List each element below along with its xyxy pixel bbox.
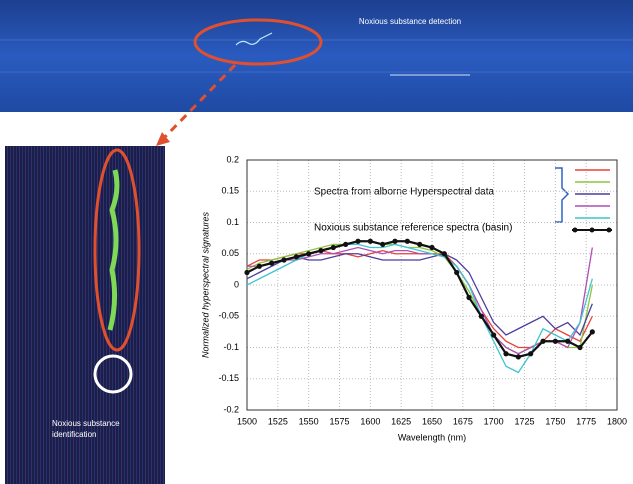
legend-label: Spectra from alborne Hyperspectral data xyxy=(314,187,495,198)
y-tick-label: -0.15 xyxy=(218,373,239,383)
reference-marker xyxy=(331,245,336,250)
identification-label: Noxious substance identification xyxy=(52,418,152,440)
reference-marker xyxy=(516,354,521,359)
y-tick-label: 0 xyxy=(234,279,239,289)
reference-marker xyxy=(442,251,447,256)
x-tick-label: 1800 xyxy=(607,416,627,426)
x-tick-label: 1600 xyxy=(360,416,380,426)
x-tick-label: 1625 xyxy=(391,416,411,426)
reference-marker xyxy=(491,332,496,337)
reference-marker xyxy=(466,295,471,300)
y-tick-label: -0.2 xyxy=(223,404,239,414)
reference-marker xyxy=(417,242,422,247)
y-tick-label: 0.15 xyxy=(221,186,239,196)
x-tick-label: 1675 xyxy=(453,416,473,426)
legend-label: Noxious substance reference spectra (bas… xyxy=(314,223,512,234)
reference-marker xyxy=(368,239,373,244)
y-tick-label: -0.05 xyxy=(218,311,239,321)
legend-marker xyxy=(590,228,595,233)
figure: Noxious substance detection Wavelength (… xyxy=(0,0,633,484)
x-tick-label: 1775 xyxy=(576,416,596,426)
reference-marker xyxy=(392,239,397,244)
y-axis-label: Normalized hyperspectral signatures xyxy=(200,211,210,358)
reference-marker xyxy=(269,261,274,266)
reference-marker xyxy=(405,239,410,244)
legend-marker xyxy=(607,228,612,233)
reference-marker xyxy=(540,339,545,344)
y-tick-label: 0.1 xyxy=(226,217,239,227)
reference-marker xyxy=(503,351,508,356)
reference-marker xyxy=(294,254,299,259)
y-tick-label: -0.1 xyxy=(223,342,239,352)
reference-marker xyxy=(380,242,385,247)
detection-label: Noxious substance detection xyxy=(359,17,461,26)
x-tick-label: 1550 xyxy=(299,416,319,426)
reference-marker xyxy=(355,239,360,244)
series-line xyxy=(247,248,592,354)
x-tick-label: 1700 xyxy=(484,416,504,426)
reference-marker xyxy=(565,339,570,344)
reference-marker xyxy=(318,248,323,253)
arrow-head xyxy=(156,132,170,146)
x-tick-label: 1525 xyxy=(268,416,288,426)
series-line xyxy=(247,254,592,335)
reference-marker xyxy=(429,245,434,250)
reference-marker xyxy=(343,242,348,247)
x-tick-label: 1575 xyxy=(329,416,349,426)
x-axis-label: Wavelength (nm) xyxy=(398,432,466,442)
x-tick-label: 1650 xyxy=(422,416,442,426)
reference-marker xyxy=(528,351,533,356)
chart: Noxious substance detection Wavelength (… xyxy=(0,0,633,484)
y-tick-label: 0.05 xyxy=(221,248,239,258)
series-line xyxy=(247,244,592,372)
x-tick-label: 1725 xyxy=(514,416,534,426)
x-tick-label: 1500 xyxy=(237,416,257,426)
reference-marker xyxy=(244,270,249,275)
reference-marker xyxy=(577,345,582,350)
legend-marker xyxy=(573,228,578,233)
legend-bracket xyxy=(555,168,568,222)
reference-marker xyxy=(454,270,459,275)
x-tick-label: 1750 xyxy=(545,416,565,426)
detection-image xyxy=(0,0,633,112)
reference-marker xyxy=(281,257,286,262)
reference-marker xyxy=(257,264,262,269)
reference-marker xyxy=(553,339,558,344)
reference-marker xyxy=(590,329,595,334)
y-tick-label: 0.2 xyxy=(226,154,239,164)
reference-marker xyxy=(306,251,311,256)
reference-marker xyxy=(479,314,484,319)
